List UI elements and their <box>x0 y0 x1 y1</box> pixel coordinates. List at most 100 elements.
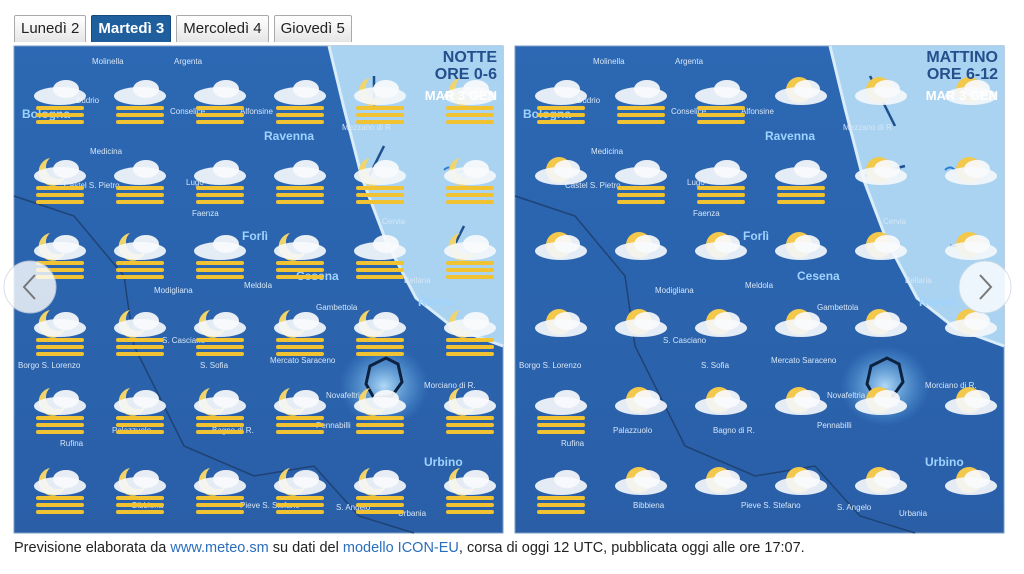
day-tab[interactable]: Mercoledì 4 <box>176 15 269 42</box>
rain-stripe <box>697 113 745 117</box>
rain-stripe <box>697 106 745 110</box>
cloud-symbol <box>794 470 820 488</box>
town-label: Alfonsine <box>741 107 774 116</box>
city-label: Rimini <box>418 295 455 309</box>
weather-icon <box>695 309 747 337</box>
cloud-symbol <box>554 390 580 408</box>
day-tab[interactable]: Lunedì 2 <box>14 15 87 42</box>
weather-icon <box>194 235 246 279</box>
rain-stripe <box>276 113 324 117</box>
cloud-symbol <box>634 470 660 488</box>
weather-icon <box>945 157 997 185</box>
day-tab-active[interactable]: Martedì 3 <box>91 15 172 42</box>
rain-stripe <box>196 430 244 434</box>
rain-stripe <box>537 503 585 507</box>
carousel-arrow[interactable] <box>3 260 57 314</box>
cloud-symbol <box>213 160 239 178</box>
cloud-symbol <box>463 312 489 330</box>
town-label: Pennabilli <box>817 421 852 430</box>
rain-stripe <box>276 345 324 349</box>
cloud-symbol <box>373 312 399 330</box>
map-date: MAR 3 GEN <box>926 88 998 103</box>
weather-icon <box>354 310 406 356</box>
weather-icon <box>945 309 997 337</box>
town-label: Mercato Saraceno <box>270 356 336 365</box>
town-label: Pennabilli <box>316 421 351 430</box>
rain-stripe <box>446 423 494 427</box>
forecast-maps: Molinella Argenta Budrio Conselice Alfonsine… <box>3 45 1012 534</box>
weather-icon <box>114 233 166 279</box>
rain-stripe <box>356 193 404 197</box>
map-period: MATTINO <box>926 49 998 66</box>
rain-stripe <box>196 186 244 190</box>
arrow-button[interactable] <box>958 260 1012 314</box>
arrow-button[interactable] <box>3 260 57 314</box>
cloud-symbol <box>133 235 159 253</box>
weather-icon <box>945 232 997 260</box>
city-label: Urbino <box>424 455 463 469</box>
town-label: S. Casciano <box>162 336 206 345</box>
cloud-symbol <box>293 470 319 488</box>
weather-icon <box>775 232 827 260</box>
rain-stripe <box>446 193 494 197</box>
rain-stripe <box>697 200 745 204</box>
site-link[interactable]: www.meteo.sm <box>170 540 269 556</box>
carousel-arrow[interactable] <box>958 260 1012 314</box>
cloud-symbol <box>133 470 159 488</box>
rain-stripe <box>356 113 404 117</box>
town-label: S. Casciano <box>663 336 707 345</box>
rain-stripe <box>356 261 404 265</box>
cloud-symbol <box>463 80 489 98</box>
town-label: Borgo S. Lorenzo <box>18 361 81 370</box>
weather-icon <box>535 157 587 185</box>
model-link[interactable]: modello ICON-EU <box>342 540 459 556</box>
rain-stripe <box>446 338 494 342</box>
rain-stripe <box>446 416 494 420</box>
weather-icon <box>615 467 667 495</box>
town-label: Bibbiena <box>633 501 665 510</box>
town-label: S. Sofia <box>701 361 730 370</box>
town-label: Faenza <box>192 209 219 218</box>
rain-stripe <box>196 200 244 204</box>
weather-icon <box>855 309 907 337</box>
rain-stripe <box>116 423 164 427</box>
weather-icon <box>945 387 997 415</box>
rain-stripe <box>196 193 244 197</box>
map-sea <box>830 46 1004 346</box>
cloud-symbol <box>554 312 580 330</box>
rain-stripe <box>116 120 164 124</box>
cloud-symbol <box>714 470 740 488</box>
cloud-symbol <box>213 312 239 330</box>
day-tab[interactable]: Giovedì 5 <box>273 15 352 42</box>
town-label: Rufina <box>60 439 84 448</box>
town-label: Urbania <box>398 509 427 518</box>
weather-icon <box>535 309 587 337</box>
town-label: Argenta <box>174 57 203 66</box>
weather-icon <box>274 388 326 434</box>
rain-stripe <box>36 416 84 420</box>
cloud-symbol <box>634 80 660 98</box>
cloud-symbol <box>463 470 489 488</box>
city-label: Ravenna <box>765 129 815 143</box>
footer-note: Previsione elaborata da www.meteo.sm su … <box>14 540 805 556</box>
weather-icon <box>444 233 496 279</box>
cloud-symbol <box>964 470 990 488</box>
rain-stripe <box>276 275 324 279</box>
cloud-symbol <box>794 80 820 98</box>
town-label: Morciano di R. <box>424 381 476 390</box>
rain-stripe <box>697 120 745 124</box>
city-label: Ravenna <box>264 129 314 143</box>
rain-stripe <box>36 510 84 514</box>
cloud-symbol <box>794 312 820 330</box>
weather-icon <box>775 309 827 337</box>
weather-icon <box>114 310 166 356</box>
day-tabs: Lunedì 2 Martedì 3 Mercoledì 4 Giovedì 5 <box>14 15 352 42</box>
rain-stripe <box>116 106 164 110</box>
weather-icon <box>444 78 496 124</box>
rain-stripe <box>276 352 324 356</box>
rain-stripe <box>196 275 244 279</box>
rain-stripe <box>36 430 84 434</box>
weather-icon <box>615 80 667 124</box>
rain-stripe <box>116 338 164 342</box>
town-label: S. Sofia <box>200 361 229 370</box>
